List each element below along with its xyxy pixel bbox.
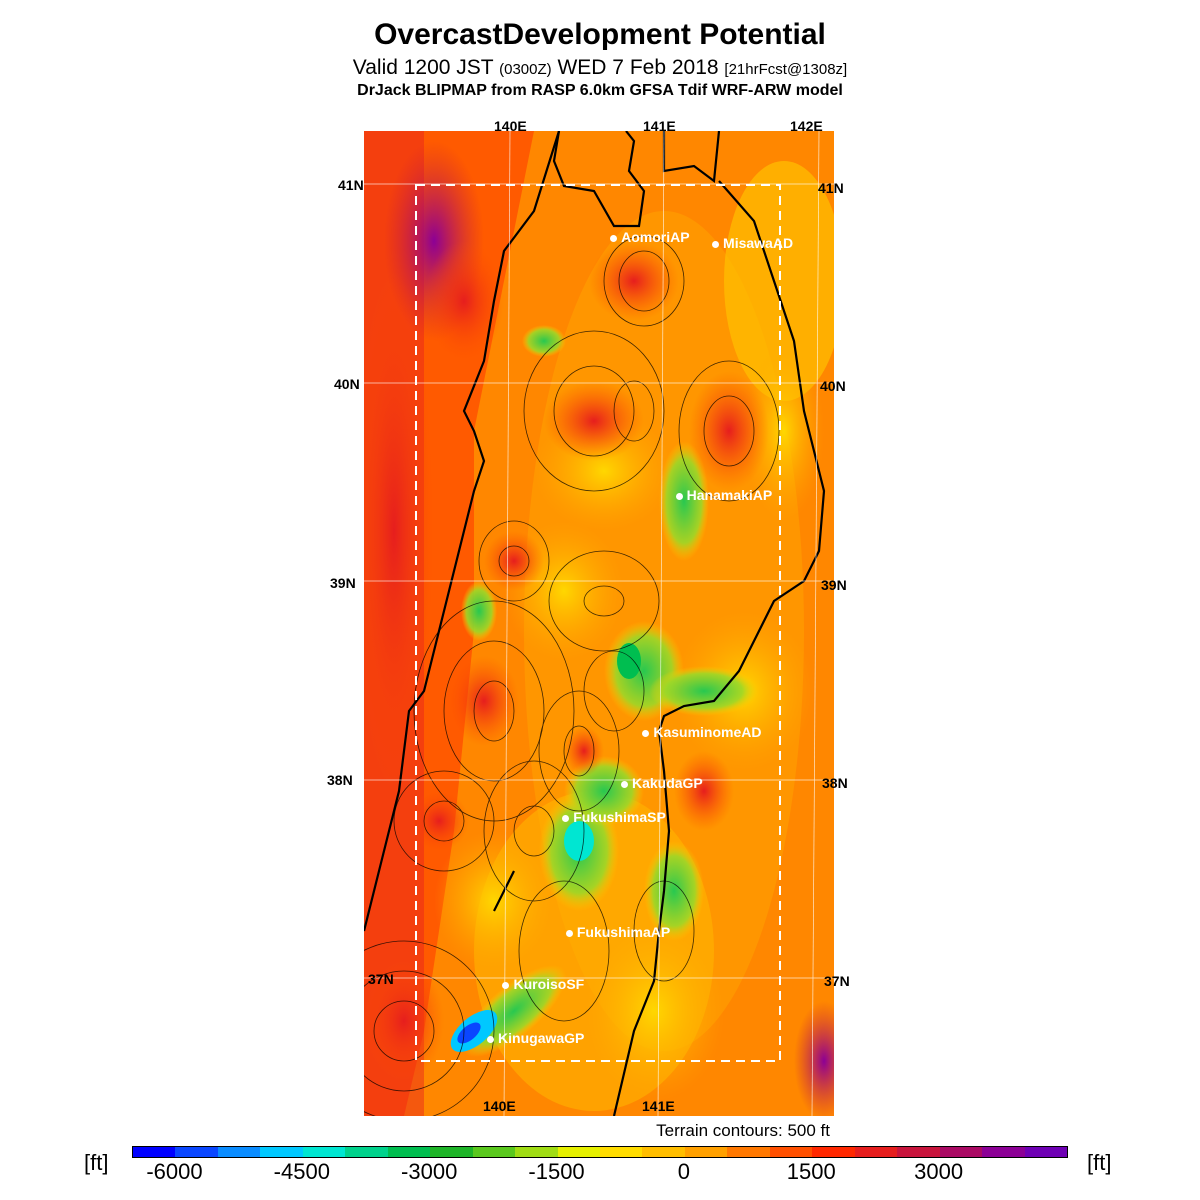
lon-labels-top: 140E 141E 142E bbox=[0, 118, 1200, 138]
zulu-time: (0300Z) bbox=[499, 61, 552, 78]
lon-labels-bottom: 140E 141E bbox=[0, 1098, 1200, 1118]
colorbar bbox=[132, 1146, 1068, 1158]
colorbar-segment bbox=[557, 1147, 600, 1157]
colorbar-segment bbox=[599, 1147, 643, 1157]
colorbar-tick-label: 1500 bbox=[786, 1159, 836, 1184]
colorbar-segment bbox=[982, 1147, 1025, 1157]
colorbar-segment bbox=[1024, 1147, 1067, 1157]
colorbar-segment bbox=[345, 1147, 388, 1157]
valid-date: WED 7 Feb 2018 bbox=[557, 56, 719, 79]
lon-label-top: 141E bbox=[644, 131, 677, 133]
lat-label: 38N bbox=[327, 772, 353, 788]
lat-label: 41N bbox=[338, 177, 364, 193]
colorbar-segment bbox=[472, 1147, 516, 1157]
colorbar-segment bbox=[684, 1147, 728, 1157]
lat-label: 40N bbox=[334, 376, 360, 392]
colorbar-segment bbox=[260, 1147, 303, 1157]
map-title: OvercastDevelopment Potential bbox=[374, 18, 826, 51]
lat-labels-left: 41N 40N 39N 38N 37N bbox=[327, 0, 394, 1200]
forecast-map: 140E 141E 142E bbox=[364, 131, 834, 1116]
colorbar-segment bbox=[769, 1147, 813, 1157]
lat-label: 41N bbox=[818, 180, 844, 196]
colorbar-tick-label: 3000 bbox=[914, 1159, 964, 1184]
colorbar-segment bbox=[854, 1147, 898, 1157]
lat-label: 39N bbox=[330, 575, 356, 591]
lat-label: 37N bbox=[824, 973, 850, 989]
colorbar-segment bbox=[727, 1147, 770, 1157]
colorbar-tick-label: 0 bbox=[677, 1159, 691, 1184]
lon-label: 142E bbox=[790, 118, 823, 134]
colorbar-tick-label: -3000 bbox=[401, 1159, 458, 1184]
colorbar-segment bbox=[387, 1147, 431, 1157]
colorbar-segment bbox=[175, 1147, 218, 1157]
colorbar-tick-label: -6000 bbox=[146, 1159, 203, 1184]
lat-labels-right: 41N 40N 39N 38N 37N bbox=[818, 0, 858, 1200]
lat-label: 37N bbox=[368, 971, 394, 987]
lat-label: 38N bbox=[822, 775, 848, 791]
lat-label: 40N bbox=[820, 378, 846, 394]
lon-label: 140E bbox=[483, 1098, 516, 1114]
forecast-info: [21hrFcst@1308z] bbox=[724, 61, 848, 78]
colorbar-tick-label: -4500 bbox=[273, 1159, 330, 1184]
lon-label: 141E bbox=[642, 1098, 675, 1114]
subdomain-boundary bbox=[415, 184, 781, 1062]
colorbar-segment bbox=[133, 1147, 176, 1157]
colorbar-segment bbox=[430, 1147, 473, 1157]
colorbar-segment bbox=[939, 1147, 983, 1157]
colorbar-segment bbox=[302, 1147, 346, 1157]
lon-label: 140E bbox=[494, 118, 527, 134]
colorbar-unit-right: [ft] bbox=[1087, 1150, 1112, 1175]
lon-label-top: 142E bbox=[789, 131, 822, 133]
terrain-contours bbox=[364, 235, 780, 1116]
shading-field bbox=[364, 131, 834, 1116]
colorbar-segment bbox=[812, 1147, 855, 1157]
colorbar-segment bbox=[642, 1147, 685, 1157]
valid-label: Valid 1200 JST bbox=[352, 56, 494, 79]
colorbar-segment bbox=[217, 1147, 261, 1157]
terrain-contour-note: Terrain contours: 500 ft bbox=[656, 1121, 830, 1140]
colorbar-unit-left: [ft] bbox=[84, 1150, 109, 1175]
colorbar-segment bbox=[897, 1147, 940, 1157]
lon-label: 141E bbox=[643, 118, 676, 134]
valid-time: Valid 1200 JST (0300Z) WED 7 Feb 2018 [2… bbox=[0, 56, 1200, 80]
colorbar-tick-label: -1500 bbox=[528, 1159, 585, 1184]
lat-label: 39N bbox=[821, 577, 847, 593]
lon-label-top: 140E bbox=[497, 131, 530, 133]
model-description: DrJack BLIPMAP from RASP 6.0km GFSA Tdif… bbox=[357, 82, 843, 99]
lat-lon-grid bbox=[364, 131, 834, 1116]
colorbar-segment bbox=[515, 1147, 558, 1157]
